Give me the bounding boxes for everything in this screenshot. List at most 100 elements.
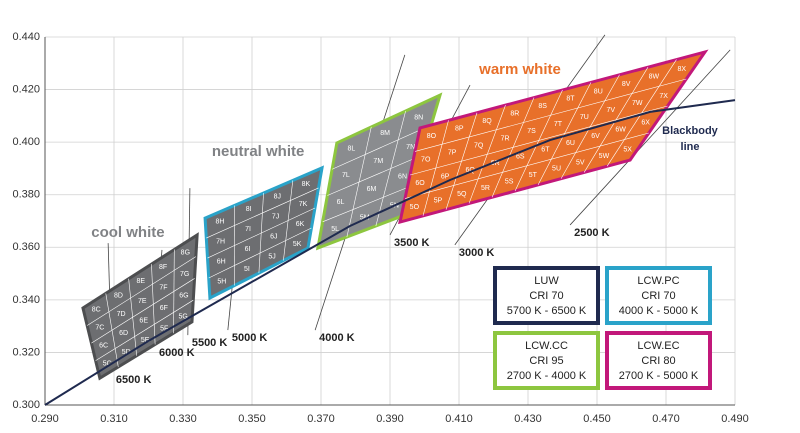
legend-text: LCW.PC [637, 275, 679, 287]
isotherm-label: 6000 K [159, 347, 195, 359]
y-tick-label: 0.440 [12, 31, 40, 43]
bin-label: 6S [516, 153, 525, 160]
bin-label: 7T [554, 121, 563, 128]
blackbody-line [44, 99, 736, 406]
legend-box [605, 331, 712, 390]
y-tick-label: 0.300 [12, 399, 40, 411]
bin-divider [327, 154, 423, 196]
bin-label: 7J [272, 214, 279, 221]
bin-label: 8N [414, 115, 423, 122]
legend-box [493, 266, 600, 325]
bin-label: 8U [594, 88, 603, 95]
bin-label: 6U [566, 140, 575, 147]
bin-label: 5R [481, 185, 490, 192]
x-tick-label: 0.330 [169, 413, 197, 425]
bin-label: 6O [415, 180, 425, 187]
bin-divider [87, 256, 197, 326]
bin-divider [414, 78, 687, 152]
bin-label: 5V [576, 159, 585, 166]
y-tick-label: 0.380 [12, 189, 40, 201]
y-tick-label: 0.340 [12, 294, 40, 306]
bin-label: 5X [623, 147, 632, 154]
legend-box [605, 266, 712, 325]
legend-text: 5700 K - 6500 K [507, 305, 587, 317]
legend-text: CRI 95 [529, 355, 563, 367]
bin-label: 8D [114, 292, 123, 299]
bin-label: 5T [529, 172, 538, 179]
bin-label: 5D [122, 349, 131, 356]
bin-label: 5I [244, 266, 250, 273]
bin-label: 5S [505, 178, 514, 185]
bin-label: 8L [347, 145, 355, 152]
bin-label: 7I [245, 226, 251, 233]
bin-label: 5C [103, 360, 112, 367]
bin-label: 6C [99, 342, 108, 349]
bin-divider [409, 105, 668, 176]
bin-label: 6I [245, 246, 251, 253]
bin-label: 5U [552, 166, 561, 173]
bin-divider [91, 278, 195, 344]
bin-label: 6T [541, 147, 550, 154]
y-tick-label: 0.400 [12, 136, 40, 148]
bin-label: 6Q [466, 167, 476, 174]
bin-divider [322, 184, 414, 223]
bin-label: 5H [217, 279, 226, 286]
x-tick-label: 0.310 [100, 413, 128, 425]
bin-label: 5O [410, 204, 420, 211]
isotherm-label: 6500 K [116, 374, 152, 386]
bin-label: 7N [406, 144, 415, 151]
bin-divider [404, 132, 649, 199]
bin-label: 7H [216, 239, 225, 246]
bin-label: 7C [95, 324, 104, 331]
bin-label: 7F [159, 284, 167, 291]
bin-label: 8Q [482, 118, 492, 125]
bin-label: 6M [367, 186, 377, 193]
bin-label: 5M [360, 214, 370, 221]
bin-label: 6P [441, 174, 450, 181]
region-label: cool white [91, 224, 164, 241]
bin-label: 8O [427, 133, 437, 140]
bin-label: 7L [342, 172, 350, 179]
bin-divider [206, 187, 319, 239]
bin-label: 7V [607, 107, 616, 114]
bin-label: 7D [117, 311, 126, 318]
bin-label: 8S [538, 103, 547, 110]
bin-label: 8J [274, 194, 281, 201]
bin-divider [332, 124, 432, 170]
bin-label: 7U [580, 114, 589, 121]
bin-label: 6N [398, 173, 407, 180]
legend-text: LCW.CC [525, 340, 568, 352]
bin-label: 5F [160, 325, 168, 332]
region-label: warm white [478, 61, 561, 78]
legend-text: 2700 K - 5000 K [619, 370, 699, 382]
bin-divider [207, 207, 316, 259]
isotherm-label: 2500 K [574, 227, 610, 239]
legend-text: LUW [534, 275, 559, 287]
bin-label: 7P [448, 149, 457, 156]
bin-label: 5P [434, 198, 443, 205]
bin-label: 6J [270, 234, 277, 241]
bin-label: 7O [421, 157, 431, 164]
bin-label: 8M [380, 130, 390, 137]
legend-text: CRI 70 [529, 290, 563, 302]
x-tick-label: 0.430 [514, 413, 542, 425]
bin-label: 7R [501, 135, 510, 142]
bin-label: 5K [293, 241, 302, 248]
bin-label: 6W [615, 126, 626, 133]
bin-label: 5L [331, 226, 339, 233]
bin-label: 7K [299, 201, 308, 208]
legend-text: 4000 K - 5000 K [619, 305, 699, 317]
blackbody-label: line [681, 141, 700, 153]
bin-label: 5W [599, 153, 610, 160]
bin-label: 6X [641, 120, 650, 127]
y-tick-label: 0.360 [12, 241, 40, 253]
bin-label: 7Q [474, 142, 484, 149]
bin-label: 8R [510, 111, 519, 118]
bin-label: 6D [119, 330, 128, 337]
isotherm-label: 5500 K [192, 337, 228, 349]
bin-label: 8T [566, 96, 575, 103]
legend-text: CRI 80 [641, 355, 675, 367]
bin-label: 6K [296, 221, 305, 228]
x-tick-label: 0.490 [721, 413, 749, 425]
bin-label: 8C [92, 307, 101, 314]
